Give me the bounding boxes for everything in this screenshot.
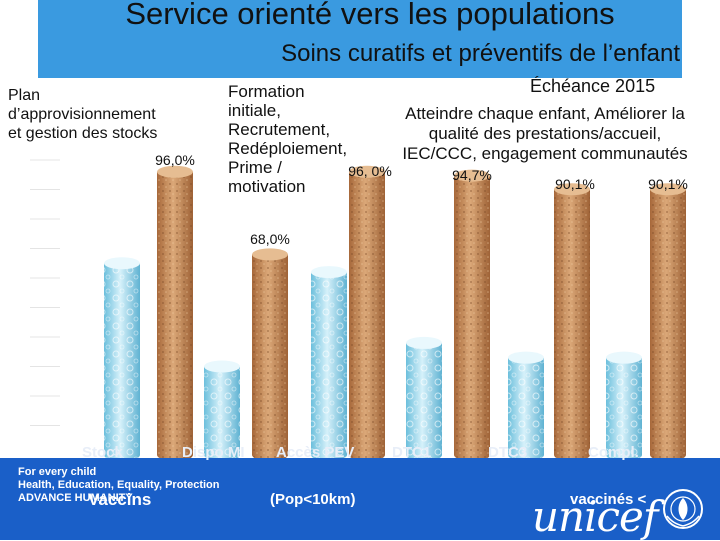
category-label-dispo-mi: Dispo MI: [182, 444, 245, 461]
bar-texture: [650, 189, 686, 461]
bar-cap: [650, 183, 686, 196]
category-label-acces-pev-pop: (Pop<10km): [270, 491, 356, 508]
bar-cap: [252, 248, 288, 261]
bar-baseline: [104, 257, 140, 461]
page-title: Service orienté vers les populations: [125, 0, 615, 31]
group-label-stock: Plan d’approvisionnement et gestion des …: [8, 86, 157, 143]
bar-cap: [606, 351, 642, 364]
grid-layer: [30, 159, 60, 426]
bar-baseline: [311, 266, 347, 461]
bars-layer: [104, 165, 686, 462]
group-label-line: d’approvisionnement: [8, 106, 156, 123]
bar-texture: [204, 366, 240, 461]
bar-cap: [406, 336, 442, 349]
bar-baseline: [406, 336, 442, 461]
data-labels-layer: 96,0% 68,0% 96, 0% 94,7% 90,1% 90,1%: [155, 152, 688, 247]
group-label-line: Atteindre chaque enfant, Améliorer la: [405, 104, 685, 123]
bar-texture: [349, 171, 385, 462]
group-label-training: Formation initiale, Recrutement, Redéplo…: [228, 82, 347, 196]
unicef-emblem-icon: [663, 489, 703, 529]
bar-cap: [104, 257, 140, 270]
tagline-line: ADVANCE HUMANITY: [18, 492, 133, 504]
data-label: 68,0%: [250, 231, 290, 247]
bar-texture: [606, 357, 642, 461]
bar-target: [157, 165, 193, 462]
bar-cap: [204, 360, 240, 373]
bar-cap: [508, 351, 544, 364]
bar-texture: [104, 263, 140, 461]
category-label-dtc1: DTC1: [392, 444, 432, 461]
bar-baseline: [606, 351, 642, 461]
category-label-stock: Stock: [82, 444, 123, 461]
unicef-tagline: For every child Health, Education, Equali…: [18, 466, 220, 505]
tagline-line: For every child: [18, 466, 97, 478]
category-label-vaccines: vaccinés <: [570, 491, 647, 508]
bar-baseline: [508, 351, 544, 461]
group-label-line: qualité des prestations/accueil,: [428, 124, 662, 143]
bar-cap: [311, 266, 347, 279]
bar-texture: [508, 357, 544, 461]
bar-cap: [157, 165, 193, 178]
deadline-label: Échéance 2015: [530, 76, 656, 96]
bar-target: [252, 248, 288, 461]
page-subtitle: Soins curatifs et préventifs de l’enfant: [281, 40, 680, 67]
group-label-line: et gestion des stocks: [8, 125, 158, 142]
bar-cap: [349, 165, 385, 178]
unicef-logo: unicef: [532, 492, 658, 541]
bar-target: [454, 169, 490, 461]
bar-texture: [454, 175, 490, 461]
group-label-line: initiale,: [228, 101, 281, 120]
group-label-line: Prime /: [228, 158, 282, 177]
category-label-acces-pev: Accès PEV: [276, 444, 355, 461]
group-label-line: Plan: [8, 87, 41, 104]
bar-texture: [406, 342, 442, 461]
group-label-line: Redéploiement,: [228, 139, 348, 158]
bar-texture: [252, 254, 288, 461]
tagline-line: Health, Education, Equality, Protection: [18, 479, 220, 491]
category-label-vaccins: Vaccins: [88, 490, 152, 509]
header-band: [38, 0, 682, 78]
group-label-line: Recrutement,: [228, 120, 331, 139]
data-label: 90,1%: [555, 176, 595, 192]
data-label: 96,0%: [155, 152, 195, 168]
group-label-line: motivation: [228, 177, 306, 196]
bar-baseline: [204, 360, 240, 461]
bar-texture: [554, 189, 590, 461]
data-label: 90,1%: [648, 176, 688, 192]
bar-target: [349, 165, 385, 462]
bar-cap: [554, 183, 590, 196]
group-label-reach: Atteindre chaque enfant, Améliorer la qu…: [372, 104, 718, 164]
category-label-compl: Compl.: [588, 444, 639, 461]
group-label-line: Formation: [228, 82, 305, 101]
bar-texture: [311, 272, 347, 461]
bar-texture: [157, 171, 193, 462]
group-label-line: IEC/CCC, engagement communautés: [402, 144, 688, 163]
footer-bar: [0, 458, 720, 540]
bar-cap: [454, 169, 490, 182]
bar-target: [650, 183, 686, 461]
category-label-dtc3: DTC3: [488, 444, 528, 461]
data-label: 94,7%: [452, 167, 492, 183]
data-label: 96, 0%: [348, 163, 392, 179]
bar-target: [554, 183, 590, 461]
